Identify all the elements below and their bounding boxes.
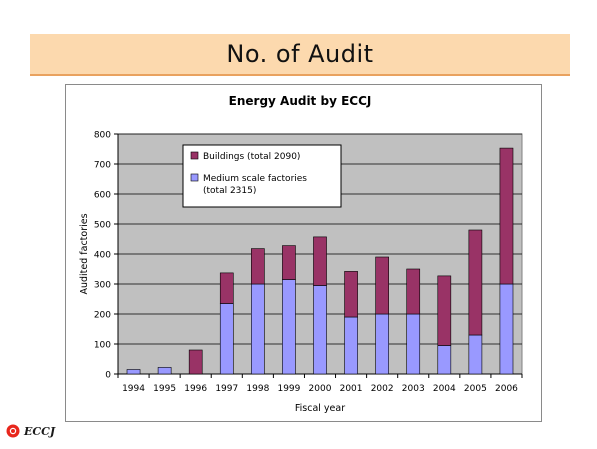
y-tick-label: 0: [105, 371, 111, 381]
bar-factories: [406, 313, 421, 375]
logo-text: ECCJ: [24, 424, 56, 438]
y-tick-label: 300: [94, 281, 111, 291]
x-tick-label: 1998: [246, 384, 269, 394]
bar-factories: [437, 345, 452, 375]
legend-swatch: [190, 151, 199, 160]
bar-buildings: [251, 248, 265, 285]
bar-buildings: [282, 245, 296, 280]
x-tick-label: 1994: [122, 384, 145, 394]
legend-label: Medium scale factories: [203, 174, 307, 184]
y-tick-label: 500: [94, 221, 111, 231]
x-tick-label: 2006: [495, 384, 518, 394]
y-tick-label: 100: [94, 341, 111, 351]
title-banner: No. of Audit: [30, 34, 570, 76]
bar-factories: [282, 279, 296, 375]
legend: [182, 144, 342, 208]
y-tick-label: 400: [94, 251, 111, 261]
y-axis-label: Audited factories: [79, 213, 90, 294]
bar-factories: [126, 369, 141, 375]
x-tick-label: 2001: [340, 384, 363, 394]
sun-logo-icon: [6, 424, 20, 438]
bar-buildings: [406, 268, 421, 315]
y-tick-label: 600: [94, 191, 111, 201]
bar-buildings: [188, 349, 203, 375]
y-tick-label: 200: [94, 311, 111, 321]
energy-audit-chart: Energy Audit by ECCJ 0 100 200 300 400 500 600 7…: [79, 94, 523, 414]
chart-title: Energy Audit by ECCJ: [229, 94, 372, 108]
bar-buildings: [375, 256, 389, 315]
eccj-logo: ECCJ: [6, 424, 55, 438]
bar-buildings: [468, 229, 483, 336]
x-tick-label: 2003: [402, 384, 425, 394]
bar-factories: [251, 283, 265, 375]
bar-factories: [468, 334, 483, 375]
bar-buildings: [499, 147, 514, 285]
bar-buildings: [313, 236, 327, 286]
bar-factories: [157, 367, 172, 375]
slide-title: No. of Audit: [226, 40, 374, 68]
x-tick-label: 2002: [371, 384, 394, 394]
x-tick-label: 2000: [309, 384, 332, 394]
bar-factories: [313, 285, 327, 375]
x-axis-label: Fiscal year: [295, 403, 345, 414]
x-tick-label: 1996: [184, 384, 207, 394]
bar-buildings: [219, 272, 234, 304]
bar-factories: [499, 283, 514, 375]
bar-factories: [375, 313, 389, 375]
x-tick-label: 2004: [433, 384, 456, 394]
x-tick-label: 2005: [464, 384, 487, 394]
y-tick-label: 700: [94, 161, 111, 171]
bar-factories: [219, 303, 234, 375]
legend-swatch: [190, 173, 199, 182]
bar-buildings: [344, 271, 358, 318]
x-tick-label: 1995: [153, 384, 176, 394]
legend-label: (total 2315): [203, 186, 256, 196]
x-tick-label: 1999: [277, 384, 300, 394]
bar-factories: [344, 316, 358, 375]
x-tick-label: 1997: [215, 384, 238, 394]
legend-label: Buildings (total 2090): [203, 152, 300, 162]
chart-frame: Energy Audit by ECCJ 0 100 200 300 400 500 600 7…: [65, 84, 542, 422]
y-tick-label: 800: [94, 131, 111, 141]
bar-buildings: [437, 275, 452, 346]
